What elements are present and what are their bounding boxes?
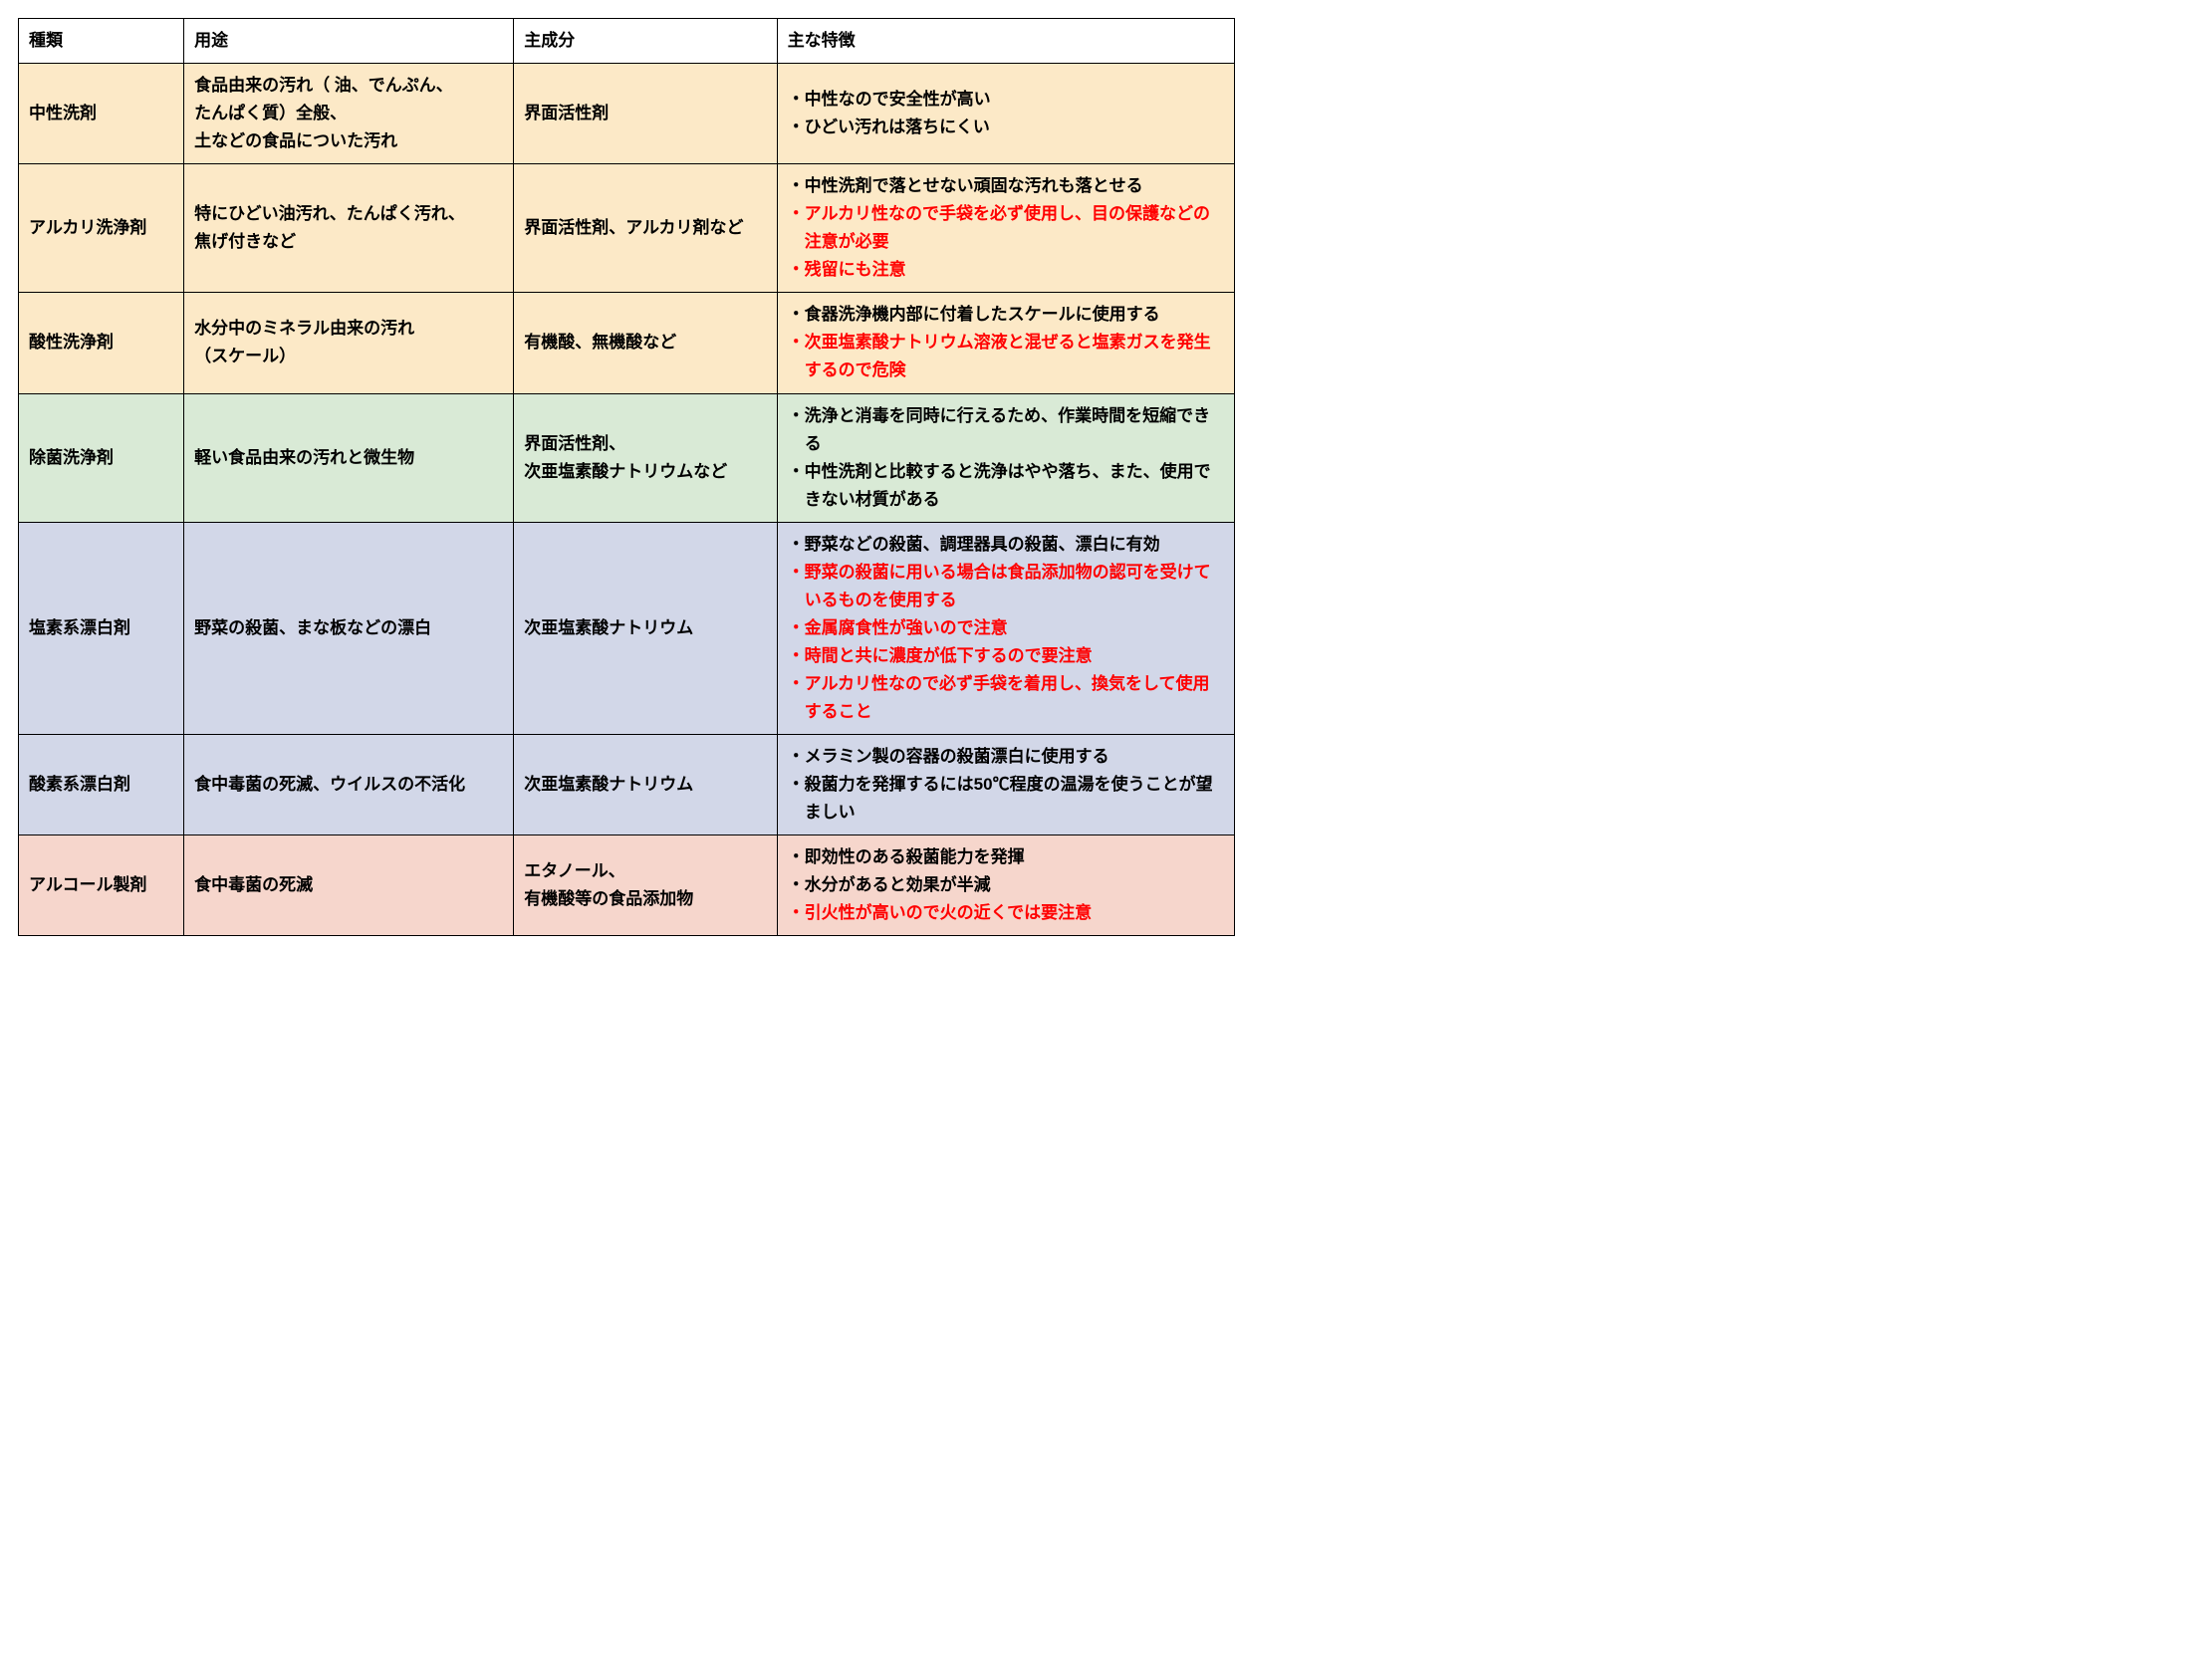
cleaning-agents-table: 種類用途主成分主な特徴 中性洗剤食品由来の汚れ（ 油、でんぷん、たんぱく質）全般… xyxy=(18,18,1235,936)
cell-features: ・即効性のある殺菌能力を発揮・水分があると効果が半減・引火性が高いので火の近くで… xyxy=(777,835,1234,936)
cell-features: ・食器洗浄機内部に付着したスケールに使用する・次亜塩素酸ナトリウム溶液と混ぜると… xyxy=(777,293,1234,393)
cell-component: 有機酸、無機酸など xyxy=(514,293,777,393)
cell-component: 界面活性剤、次亜塩素酸ナトリウムなど xyxy=(514,393,777,522)
col-header: 主な特徴 xyxy=(777,19,1234,64)
cell-type: アルカリ洗浄剤 xyxy=(19,164,184,293)
col-header: 主成分 xyxy=(514,19,777,64)
feature-warning: ・アルカリ性なので手袋を必ず使用し、目の保護などの注意が必要 xyxy=(788,200,1224,256)
cell-use: 食品由来の汚れ（ 油、でんぷん、たんぱく質）全般、土などの食品についた汚れ xyxy=(184,64,514,164)
cell-features: ・中性なので安全性が高い・ひどい汚れは落ちにくい xyxy=(777,64,1234,164)
feature-warning: ・野菜の殺菌に用いる場合は食品添加物の認可を受けているものを使用する xyxy=(788,559,1224,614)
feature-item: ・即効性のある殺菌能力を発揮 xyxy=(788,843,1224,871)
cell-use: 食中毒菌の死滅、ウイルスの不活化 xyxy=(184,735,514,835)
table-row: 酸素系漂白剤食中毒菌の死滅、ウイルスの不活化次亜塩素酸ナトリウム・メラミン製の容… xyxy=(19,735,1235,835)
cell-type: 酸素系漂白剤 xyxy=(19,735,184,835)
feature-warning: ・アルカリ性なので必ず手袋を着用し、換気をして使用すること xyxy=(788,670,1224,726)
feature-item: ・洗浄と消毒を同時に行えるため、作業時間を短縮できる xyxy=(788,402,1224,458)
cell-type: アルコール製剤 xyxy=(19,835,184,936)
col-header: 用途 xyxy=(184,19,514,64)
feature-item: ・中性なので安全性が高い xyxy=(788,86,1224,114)
cell-type: 除菌洗浄剤 xyxy=(19,393,184,522)
feature-item: ・殺菌力を発揮するには50℃程度の温湯を使うことが望ましい xyxy=(788,771,1224,827)
cell-features: ・野菜などの殺菌、調理器具の殺菌、漂白に有効・野菜の殺菌に用いる場合は食品添加物… xyxy=(777,522,1234,734)
feature-item: ・ひどい汚れは落ちにくい xyxy=(788,114,1224,141)
table-row: アルカリ洗浄剤特にひどい油汚れ、たんぱく汚れ、焦げ付きなど界面活性剤、アルカリ剤… xyxy=(19,164,1235,293)
cell-component: 次亜塩素酸ナトリウム xyxy=(514,522,777,734)
table-row: 中性洗剤食品由来の汚れ（ 油、でんぷん、たんぱく質）全般、土などの食品についた汚… xyxy=(19,64,1235,164)
cell-features: ・メラミン製の容器の殺菌漂白に使用する・殺菌力を発揮するには50℃程度の温湯を使… xyxy=(777,735,1234,835)
feature-item: ・野菜などの殺菌、調理器具の殺菌、漂白に有効 xyxy=(788,531,1224,559)
cell-use: 特にひどい油汚れ、たんぱく汚れ、焦げ付きなど xyxy=(184,164,514,293)
cell-use: 水分中のミネラル由来の汚れ（スケール） xyxy=(184,293,514,393)
table-row: 酸性洗浄剤水分中のミネラル由来の汚れ（スケール）有機酸、無機酸など・食器洗浄機内… xyxy=(19,293,1235,393)
cell-type: 中性洗剤 xyxy=(19,64,184,164)
feature-warning: ・引火性が高いので火の近くでは要注意 xyxy=(788,899,1224,927)
feature-item: ・中性洗剤と比較すると洗浄はやや落ち、また、使用できない材質がある xyxy=(788,458,1224,514)
cell-type: 酸性洗浄剤 xyxy=(19,293,184,393)
cell-component: 次亜塩素酸ナトリウム xyxy=(514,735,777,835)
col-header: 種類 xyxy=(19,19,184,64)
feature-item: ・メラミン製の容器の殺菌漂白に使用する xyxy=(788,743,1224,771)
cell-use: 食中毒菌の死滅 xyxy=(184,835,514,936)
cell-type: 塩素系漂白剤 xyxy=(19,522,184,734)
table-row: アルコール製剤食中毒菌の死滅エタノール、有機酸等の食品添加物・即効性のある殺菌能… xyxy=(19,835,1235,936)
table-row: 除菌洗浄剤軽い食品由来の汚れと微生物界面活性剤、次亜塩素酸ナトリウムなど・洗浄と… xyxy=(19,393,1235,522)
feature-item: ・中性洗剤で落とせない頑固な汚れも落とせる xyxy=(788,172,1224,200)
cell-component: 界面活性剤、アルカリ剤など xyxy=(514,164,777,293)
feature-warning: ・時間と共に濃度が低下するので要注意 xyxy=(788,642,1224,670)
cell-features: ・洗浄と消毒を同時に行えるため、作業時間を短縮できる・中性洗剤と比較すると洗浄は… xyxy=(777,393,1234,522)
cell-component: 界面活性剤 xyxy=(514,64,777,164)
cell-use: 軽い食品由来の汚れと微生物 xyxy=(184,393,514,522)
table-row: 塩素系漂白剤野菜の殺菌、まな板などの漂白次亜塩素酸ナトリウム・野菜などの殺菌、調… xyxy=(19,522,1235,734)
feature-item: ・水分があると効果が半減 xyxy=(788,871,1224,899)
cell-use: 野菜の殺菌、まな板などの漂白 xyxy=(184,522,514,734)
cell-component: エタノール、有機酸等の食品添加物 xyxy=(514,835,777,936)
feature-warning: ・次亜塩素酸ナトリウム溶液と混ぜると塩素ガスを発生するので危険 xyxy=(788,329,1224,384)
table-header-row: 種類用途主成分主な特徴 xyxy=(19,19,1235,64)
feature-item: ・食器洗浄機内部に付着したスケールに使用する xyxy=(788,301,1224,329)
cell-features: ・中性洗剤で落とせない頑固な汚れも落とせる・アルカリ性なので手袋を必ず使用し、目… xyxy=(777,164,1234,293)
feature-warning: ・残留にも注意 xyxy=(788,256,1224,284)
feature-warning: ・金属腐食性が強いので注意 xyxy=(788,614,1224,642)
